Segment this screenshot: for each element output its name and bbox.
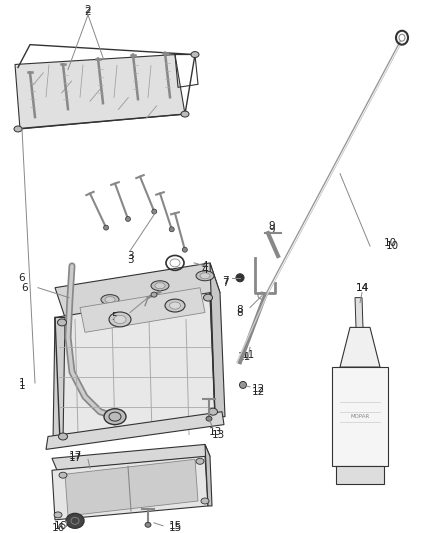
Ellipse shape xyxy=(170,302,180,309)
Text: 16: 16 xyxy=(53,521,67,531)
Ellipse shape xyxy=(181,111,189,117)
Ellipse shape xyxy=(103,225,109,230)
Text: 8: 8 xyxy=(237,304,244,314)
Ellipse shape xyxy=(126,216,131,221)
Ellipse shape xyxy=(152,209,157,214)
Ellipse shape xyxy=(151,281,169,290)
Text: 15: 15 xyxy=(168,523,182,533)
Text: 17: 17 xyxy=(68,454,81,463)
Text: 11: 11 xyxy=(241,350,254,360)
Text: 16: 16 xyxy=(51,523,65,533)
Text: 13: 13 xyxy=(208,426,222,437)
Text: 4: 4 xyxy=(201,261,208,271)
Ellipse shape xyxy=(191,52,199,58)
Ellipse shape xyxy=(236,274,244,282)
Text: 7: 7 xyxy=(222,278,228,288)
Text: 1: 1 xyxy=(19,378,25,388)
Text: 1: 1 xyxy=(19,381,25,391)
Polygon shape xyxy=(80,288,205,333)
Text: 14: 14 xyxy=(355,282,369,293)
Ellipse shape xyxy=(196,458,204,464)
Text: 12: 12 xyxy=(251,387,265,397)
Polygon shape xyxy=(55,263,220,318)
Polygon shape xyxy=(52,445,210,470)
Polygon shape xyxy=(340,327,380,367)
Polygon shape xyxy=(52,456,208,520)
Text: 12: 12 xyxy=(251,384,265,394)
Text: 14: 14 xyxy=(355,282,369,293)
Ellipse shape xyxy=(104,409,126,425)
Ellipse shape xyxy=(54,512,62,518)
Ellipse shape xyxy=(240,382,247,389)
Ellipse shape xyxy=(196,271,214,281)
Ellipse shape xyxy=(169,227,174,232)
Ellipse shape xyxy=(145,522,151,527)
Text: 7: 7 xyxy=(222,276,228,286)
Text: 10: 10 xyxy=(383,238,396,248)
Text: 6: 6 xyxy=(19,273,25,283)
Ellipse shape xyxy=(14,126,22,132)
Ellipse shape xyxy=(182,247,187,252)
Text: 9: 9 xyxy=(268,225,276,235)
Ellipse shape xyxy=(155,282,165,289)
Ellipse shape xyxy=(204,294,212,301)
Polygon shape xyxy=(46,411,224,449)
Ellipse shape xyxy=(206,416,212,421)
Text: 13: 13 xyxy=(212,430,225,440)
Polygon shape xyxy=(210,263,225,417)
Ellipse shape xyxy=(200,273,210,279)
Ellipse shape xyxy=(165,299,185,312)
Ellipse shape xyxy=(57,319,67,326)
Ellipse shape xyxy=(109,312,131,327)
Text: 3: 3 xyxy=(127,255,133,265)
Text: 5: 5 xyxy=(117,311,124,320)
Text: 17: 17 xyxy=(68,451,81,462)
Polygon shape xyxy=(53,318,65,441)
Polygon shape xyxy=(332,367,388,466)
Polygon shape xyxy=(65,459,198,516)
Ellipse shape xyxy=(208,408,218,415)
Polygon shape xyxy=(205,445,212,506)
Ellipse shape xyxy=(151,292,157,297)
Ellipse shape xyxy=(101,295,119,304)
Ellipse shape xyxy=(59,472,67,478)
Ellipse shape xyxy=(114,316,126,324)
Text: 2: 2 xyxy=(85,5,91,15)
Polygon shape xyxy=(55,293,215,441)
Text: 8: 8 xyxy=(237,308,244,318)
Polygon shape xyxy=(336,466,384,484)
Text: 10: 10 xyxy=(385,241,399,251)
Ellipse shape xyxy=(59,433,67,440)
Ellipse shape xyxy=(66,513,84,528)
Text: 5: 5 xyxy=(112,312,118,322)
Text: 11: 11 xyxy=(237,352,251,362)
Text: 9: 9 xyxy=(268,221,276,231)
Polygon shape xyxy=(15,54,185,129)
Text: 15: 15 xyxy=(168,521,182,531)
Ellipse shape xyxy=(201,498,209,504)
Text: 2: 2 xyxy=(85,7,91,17)
Text: 6: 6 xyxy=(22,282,28,293)
Text: 3: 3 xyxy=(127,251,133,261)
Text: MOPAR: MOPAR xyxy=(350,414,370,419)
Text: 4: 4 xyxy=(201,265,208,275)
Polygon shape xyxy=(355,297,363,327)
Ellipse shape xyxy=(105,297,115,303)
